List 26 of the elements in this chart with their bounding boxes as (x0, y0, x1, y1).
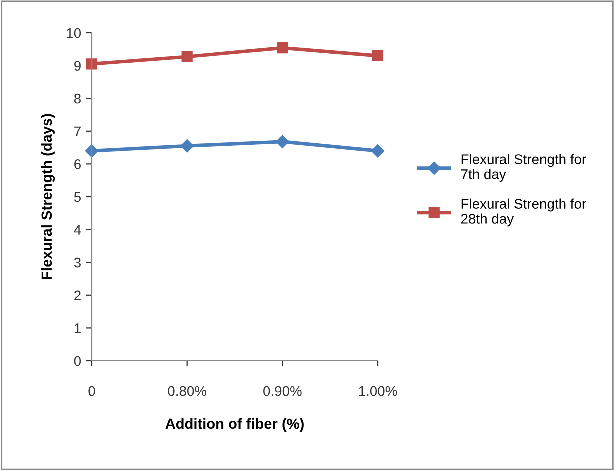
y-tick-label: 4 (74, 225, 82, 235)
x-axis-title: Addition of fiber (%) (166, 418, 304, 432)
y-tick-label: 3 (74, 258, 81, 268)
y-tick-label: 0 (74, 356, 82, 366)
legend-label: Flexural Strength for 28th day (461, 198, 586, 227)
x-tick-label: 0 (88, 386, 96, 396)
y-tick-label: 1 (74, 324, 81, 334)
point (276, 135, 290, 148)
y-tick-label: 9 (74, 61, 81, 71)
y-tick-label: 6 (74, 160, 81, 170)
point (182, 51, 193, 62)
y-tick-label: 8 (74, 94, 81, 104)
y-axis-title: Flexural Strength (days) (41, 114, 56, 280)
x-tick-label: 1.00% (359, 386, 398, 396)
point (372, 50, 384, 62)
point (277, 42, 288, 54)
x-tick-label: 0.80% (168, 386, 207, 396)
point (180, 140, 194, 153)
y-tick-label: 10 (67, 28, 82, 38)
point (86, 58, 98, 70)
y-tick-label: 5 (74, 192, 81, 202)
point (371, 144, 385, 158)
y-tick-label: 2 (74, 290, 81, 300)
x-tick-label: 0.90% (264, 386, 302, 396)
y-tick-label: 7 (74, 126, 81, 136)
legend-label: Flexural Strength for 7th day (461, 154, 586, 182)
